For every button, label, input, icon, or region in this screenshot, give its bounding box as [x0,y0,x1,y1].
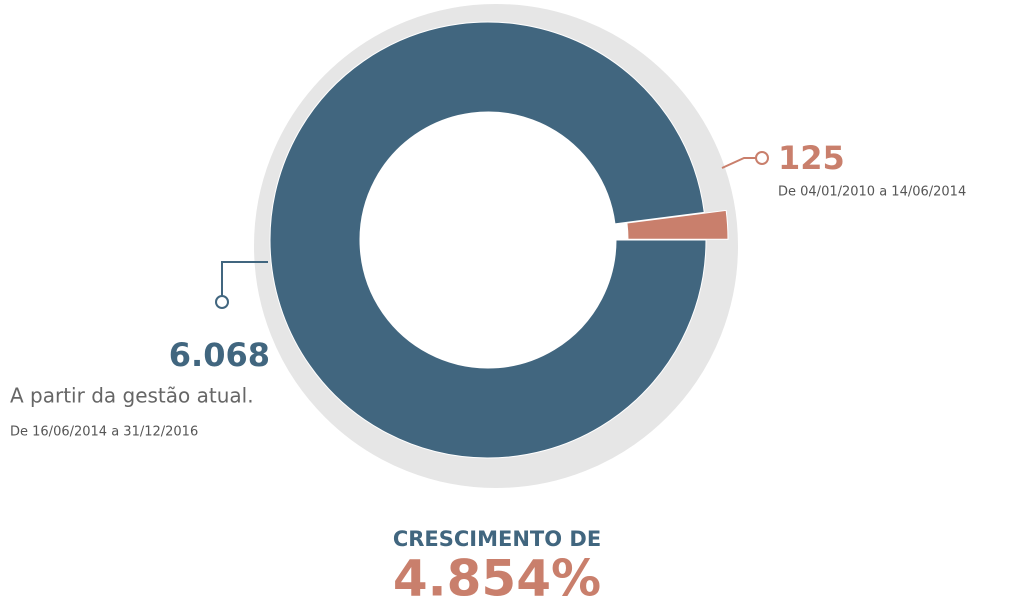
leader-dot [215,295,229,309]
leader-line [721,157,756,169]
period-label: De 04/01/2010 a 14/06/2014 [778,185,966,200]
leader-line [221,261,268,296]
leader-dot [755,151,769,165]
value-label: 125 [778,139,845,177]
annotation: A partir da gestão atual. [10,384,254,408]
slice [269,21,707,459]
period-label: De 16/06/2014 a 31/12/2016 [10,425,198,440]
slices [269,21,729,459]
slice [626,209,729,240]
growth-label: CRESCIMENTO DE [393,527,601,551]
value-label: 6.068 [169,336,270,374]
growth-value: 4.854% [393,550,601,605]
